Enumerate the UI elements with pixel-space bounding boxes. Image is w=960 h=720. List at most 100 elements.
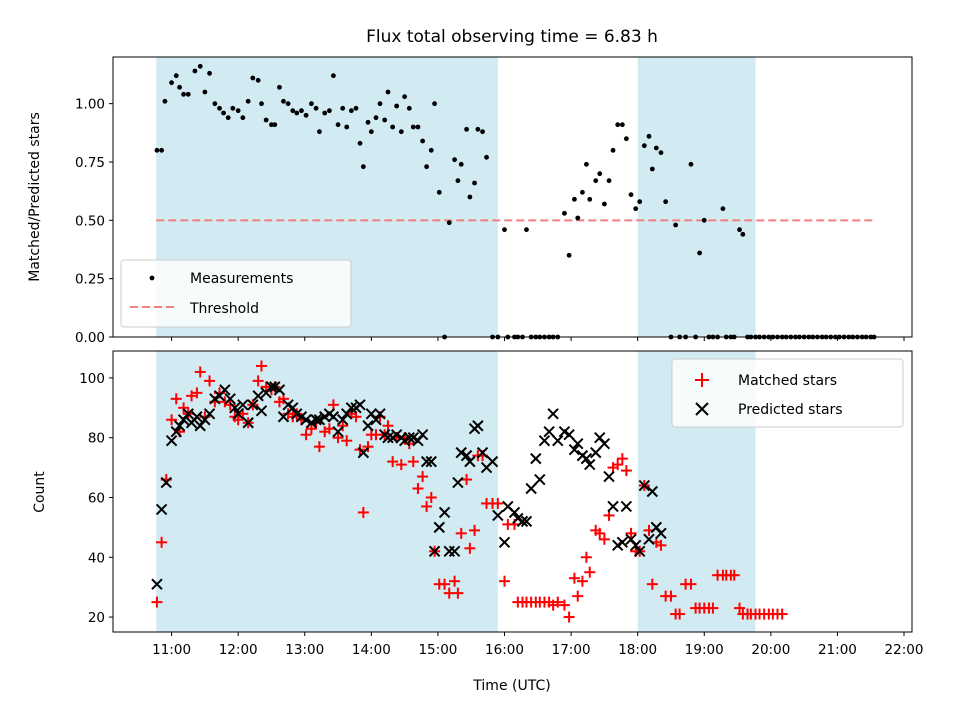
predicted-star-point: [247, 399, 259, 411]
predicted-star-point: [310, 414, 322, 426]
predicted-star-point: [476, 446, 489, 459]
matched-star-point: [728, 569, 740, 581]
predicted-star-point: [232, 408, 244, 420]
measurement-point: [365, 119, 371, 125]
measurement-point: [628, 192, 634, 198]
measurement-point: [313, 105, 319, 111]
legend-measurements-label: Measurements: [190, 271, 293, 287]
matched-star-point: [655, 539, 667, 551]
measurement-point: [606, 178, 612, 184]
predicted-star-point: [327, 411, 340, 423]
legend-threshold-label: Threshold: [189, 301, 259, 317]
measurement-point: [299, 108, 304, 114]
measurement-point: [294, 110, 300, 116]
predicted-star-point: [492, 509, 504, 522]
matched-star-point: [665, 590, 677, 602]
measurement-point: [240, 115, 246, 121]
top-y-tick-label: 0.25: [75, 272, 105, 288]
measurement-point: [575, 215, 581, 221]
matched-star-point: [558, 599, 570, 611]
matched-star-point: [382, 420, 394, 432]
predicted-star-point: [508, 506, 521, 519]
legend-matched-marker: [695, 373, 709, 387]
legend-measurement-marker: [149, 275, 155, 281]
predicted-star-point: [516, 515, 529, 528]
predicted-star-point: [616, 536, 629, 549]
matched-star-point: [166, 414, 178, 426]
matched-star-point: [341, 435, 353, 447]
matched-star-point: [572, 590, 584, 602]
matched-star-point: [568, 572, 580, 584]
predicted-star-point: [425, 455, 437, 468]
measurement-point: [424, 164, 430, 170]
predicted-star-point: [224, 393, 236, 405]
matched-star-point: [439, 578, 451, 590]
matched-star-point: [156, 536, 168, 548]
measurement-point: [402, 94, 408, 100]
matched-star-point: [576, 575, 588, 587]
predicted-star-point: [345, 402, 358, 414]
matched-star-point: [387, 456, 399, 468]
predicted-star-point: [155, 503, 168, 516]
top-y-tick-label: 0.75: [75, 155, 105, 171]
predicted-star-point: [552, 434, 564, 447]
measurement-point: [637, 199, 643, 205]
matched-star-point: [499, 575, 511, 587]
measurement-point: [584, 161, 589, 167]
measurement-point: [181, 91, 186, 97]
bottom-shaded-interval-0: [156, 351, 498, 632]
x-tick-label: 16:00: [485, 642, 524, 658]
x-tick-label: 14:00: [352, 642, 391, 658]
predicted-star-point: [438, 506, 451, 519]
bottom-legend: Matched stars Predicted stars: [671, 358, 904, 428]
measurement-point: [420, 138, 426, 144]
measurement-point: [432, 101, 437, 107]
matched-star-point: [191, 387, 203, 399]
measurement-point: [467, 194, 473, 200]
predicted-star-point: [452, 476, 464, 489]
predicted-star-point: [568, 443, 581, 456]
predicted-star-point: [229, 402, 241, 414]
measurement-point: [697, 250, 702, 256]
x-tick-label: 18:00: [618, 642, 657, 658]
predicted-star-point: [646, 485, 659, 498]
top-axes: 0.00 0.25 0.50 0.75 1.00 Matched/Predicted s…: [27, 56, 913, 346]
x-tick-label: 21:00: [818, 642, 857, 658]
predicted-star-point: [273, 384, 286, 396]
predicted-star-point: [170, 426, 182, 438]
matched-star-point: [598, 533, 610, 545]
measurement-point: [406, 105, 412, 111]
matched-star-point: [232, 414, 244, 426]
matched-star-point: [563, 611, 575, 623]
matched-star-point: [255, 360, 267, 372]
predicted-star-point: [255, 405, 268, 417]
measurement-point: [524, 227, 529, 233]
predicted-star-point: [382, 431, 394, 444]
measurement-point: [348, 108, 354, 114]
measurement-point: [225, 115, 231, 121]
predicted-star-point: [433, 521, 445, 534]
predicted-star-point: [277, 411, 290, 423]
matched-star-point: [300, 429, 312, 441]
matched-star-point: [646, 578, 658, 590]
predicted-star-point: [448, 545, 461, 557]
predicted-star-point: [498, 536, 511, 549]
measurement-point: [382, 117, 388, 123]
predicted-star-point: [287, 402, 299, 414]
measurement-point: [458, 161, 464, 167]
top-axes-frame: [112, 56, 913, 338]
measurement-point: [212, 101, 218, 107]
matched-star-point: [395, 459, 407, 471]
top-y-tick-label: 0.00: [75, 330, 105, 346]
predicted-star-point: [173, 420, 186, 432]
predicted-star-point: [337, 414, 349, 426]
measurement-point: [330, 73, 336, 79]
measurement-point: [360, 164, 366, 170]
matched-star-point: [178, 402, 190, 414]
matched-star-point: [449, 575, 461, 587]
predicted-star-point: [525, 482, 537, 495]
matched-star-point: [323, 423, 335, 435]
bottom-y-tick-label: 60: [88, 490, 105, 506]
predicted-star-point: [620, 500, 633, 513]
bottom-y-ticks: 20 40 60 80 100: [79, 371, 113, 626]
